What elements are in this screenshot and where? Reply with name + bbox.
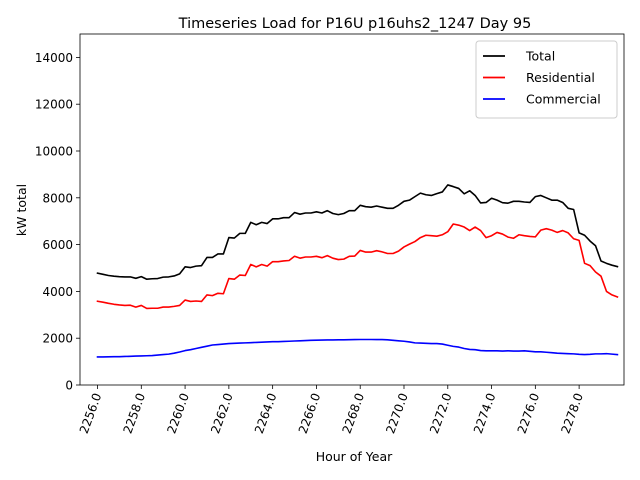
- y-tick-label: 6000: [42, 238, 73, 252]
- plot-frame: [79, 33, 625, 386]
- y-tick-label: 4000: [42, 285, 73, 299]
- legend: Total Residential Commercial: [475, 40, 618, 119]
- y-axis: 0 2000 4000 6000 8000 10000 12000 14000: [35, 51, 80, 393]
- y-tick-label: 2000: [42, 332, 73, 346]
- y-tick-label: 14000: [35, 51, 73, 65]
- legend-label-residential: Residential: [526, 70, 595, 85]
- chart-title: Timeseries Load for P16U p16uhs2_1247 Da…: [178, 16, 532, 32]
- y-tick-label: 12000: [35, 98, 73, 112]
- legend-label-commercial: Commercial: [526, 92, 601, 107]
- y-tick-label: 10000: [35, 145, 73, 159]
- y-tick-label: 8000: [42, 191, 73, 205]
- x-axis-label: Hour of Year: [316, 449, 393, 464]
- legend-box: [475, 40, 618, 119]
- series-line-residential: [96, 223, 619, 310]
- y-tick-label: 0: [65, 379, 73, 393]
- series-line-commercial: [96, 338, 619, 358]
- legend-label-total: Total: [525, 49, 555, 64]
- series-layer: [96, 184, 619, 358]
- series-line-total: [96, 184, 619, 281]
- y-axis-label: kW total: [14, 184, 29, 236]
